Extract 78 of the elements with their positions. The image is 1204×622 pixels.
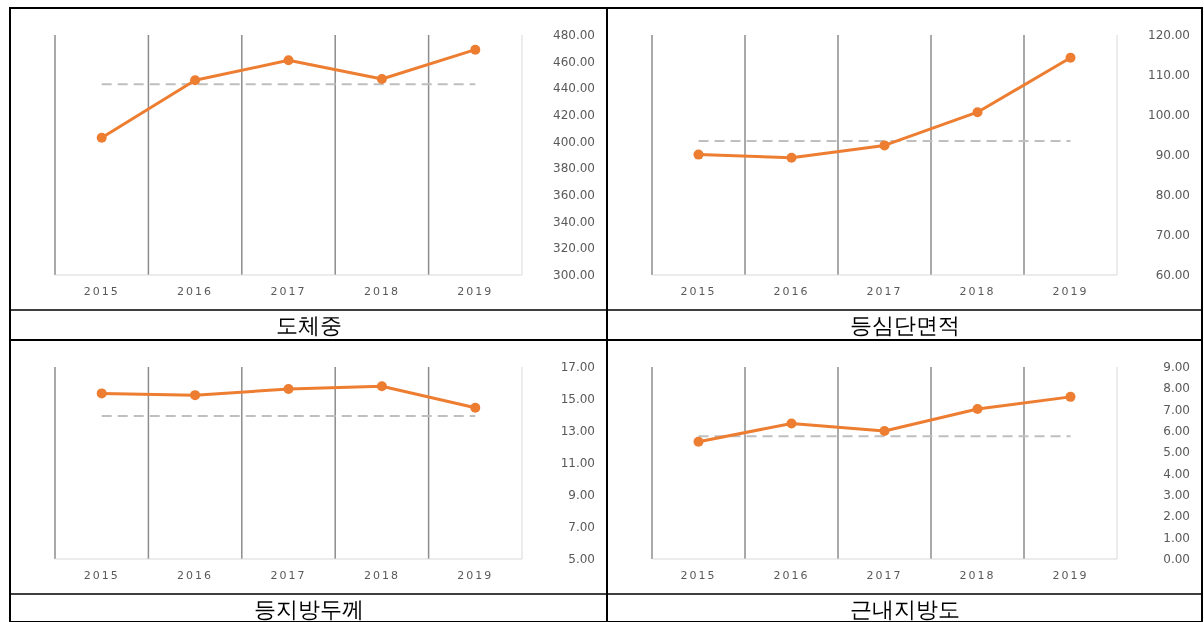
point	[693, 149, 704, 160]
x-tick-label: 2018	[363, 569, 400, 582]
text: 도체중	[275, 313, 342, 338]
point	[96, 388, 107, 399]
y-tick-label: 300.00	[553, 268, 595, 282]
point	[879, 426, 890, 436]
y-tick-label: 5.00	[1163, 445, 1190, 460]
y-tick-label: 11.00	[560, 456, 595, 470]
y-tick-label: 7.00	[1163, 402, 1190, 417]
y-tick-label: 8.00	[1163, 381, 1190, 396]
x-tick-label: 2015	[680, 569, 717, 582]
point	[283, 384, 294, 395]
point	[190, 75, 201, 86]
point	[879, 140, 890, 151]
y-tick-label: 440.00	[553, 81, 595, 96]
x-tick-label: 2015	[680, 285, 717, 298]
y-tick-label: 480.00	[553, 28, 595, 42]
y-tick-label: 420.00	[553, 108, 595, 122]
y-tick-label: 5.00	[568, 552, 595, 566]
x-tick-label: 2017	[270, 569, 307, 582]
y-tick-label: 380.00	[553, 161, 595, 176]
y-tick-label: 9.00	[1163, 360, 1190, 374]
y-tick-label: 4.00	[1163, 466, 1190, 481]
x-tick-label: 2017	[866, 285, 903, 298]
y-tick-label: 13.00	[560, 424, 595, 438]
text: 등심단면적	[849, 313, 960, 338]
y-tick-label: 460.00	[553, 54, 595, 69]
y-tick-label: 7.00	[568, 520, 595, 534]
x-tick-label: 2017	[270, 285, 307, 298]
point	[376, 74, 387, 84]
x-tick-label: 2015	[83, 285, 120, 298]
point	[786, 418, 797, 429]
x-tick-label: 2015	[83, 569, 120, 582]
point	[470, 402, 481, 413]
y-tick-label: 360.00	[553, 188, 595, 202]
y-tick-label: 1.00	[1163, 530, 1190, 545]
point	[376, 381, 387, 392]
y-tick-label: 110.00	[1148, 68, 1190, 82]
y-tick-label: 400.00	[553, 134, 595, 149]
x-tick-label: 2019	[457, 285, 494, 298]
x-tick-label: 2016	[177, 285, 214, 298]
x-tick-label: 2016	[773, 569, 810, 582]
x-tick-label: 2016	[773, 285, 810, 298]
x-tick-label: 2016	[177, 569, 214, 582]
y-tick-label: 120.00	[1148, 28, 1190, 42]
x-tick-label: 2017	[866, 569, 903, 582]
y-tick-label: 15.00	[560, 392, 595, 406]
y-tick-label: 70.00	[1155, 228, 1190, 242]
y-tick-label: 0.00	[1163, 552, 1190, 566]
y-tick-label: 3.00	[1163, 488, 1190, 502]
y-tick-label: 17.00	[560, 360, 595, 374]
point	[470, 44, 481, 55]
y-tick-label: 80.00	[1155, 188, 1190, 202]
y-tick-label: 320.00	[553, 241, 595, 256]
x-tick-label: 2018	[959, 569, 996, 582]
point	[693, 436, 704, 447]
point	[1065, 391, 1076, 402]
point	[96, 132, 107, 143]
point	[972, 107, 983, 118]
x-tick-label: 2018	[959, 285, 996, 298]
x-tick-label: 2018	[363, 285, 400, 298]
y-tick-label: 340.00	[553, 214, 595, 229]
y-tick-label: 60.00	[1155, 268, 1190, 282]
x-tick-label: 2019	[1052, 569, 1089, 582]
y-tick-label: 90.00	[1155, 148, 1190, 162]
point	[972, 404, 983, 415]
y-tick-label: 6.00	[1163, 424, 1190, 438]
x-tick-label: 2019	[457, 569, 494, 582]
point	[283, 55, 294, 66]
y-tick-label: 2.00	[1163, 509, 1190, 524]
y-tick-label: 100.00	[1148, 108, 1190, 122]
point	[190, 390, 201, 401]
x-tick-label: 2019	[1052, 285, 1089, 298]
y-tick-label: 9.00	[568, 488, 595, 502]
point	[786, 152, 797, 163]
text: 근내지방도	[849, 597, 960, 622]
point	[1065, 52, 1076, 63]
text: 등지방두께	[253, 597, 364, 622]
